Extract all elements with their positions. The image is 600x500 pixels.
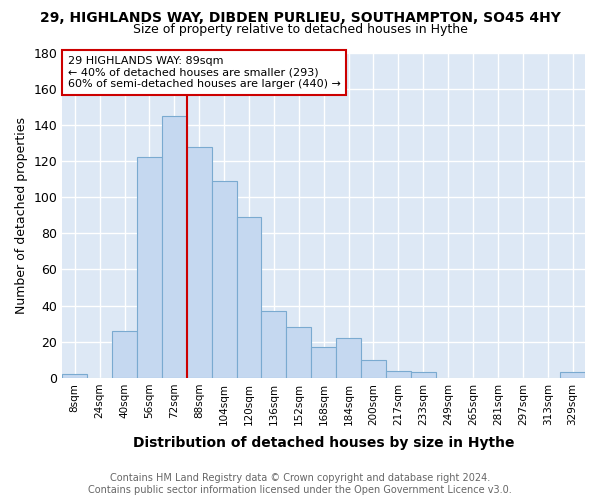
Bar	[162, 116, 187, 378]
Bar	[137, 158, 162, 378]
X-axis label: Distribution of detached houses by size in Hythe: Distribution of detached houses by size …	[133, 436, 514, 450]
Bar	[286, 328, 311, 378]
Bar	[236, 217, 262, 378]
Bar	[411, 372, 436, 378]
Text: Contains HM Land Registry data © Crown copyright and database right 2024.
Contai: Contains HM Land Registry data © Crown c…	[88, 474, 512, 495]
Text: 29 HIGHLANDS WAY: 89sqm
← 40% of detached houses are smaller (293)
60% of semi-d: 29 HIGHLANDS WAY: 89sqm ← 40% of detache…	[68, 56, 340, 89]
Text: Size of property relative to detached houses in Hythe: Size of property relative to detached ho…	[133, 22, 467, 36]
Bar	[336, 338, 361, 378]
Bar	[311, 347, 336, 378]
Bar	[361, 360, 386, 378]
Bar	[187, 146, 212, 378]
Y-axis label: Number of detached properties: Number of detached properties	[15, 116, 28, 314]
Text: 29, HIGHLANDS WAY, DIBDEN PURLIEU, SOUTHAMPTON, SO45 4HY: 29, HIGHLANDS WAY, DIBDEN PURLIEU, SOUTH…	[40, 11, 560, 25]
Bar	[212, 181, 236, 378]
Bar	[62, 374, 87, 378]
Bar	[112, 331, 137, 378]
Bar	[560, 372, 585, 378]
Bar	[262, 311, 286, 378]
Bar	[386, 370, 411, 378]
